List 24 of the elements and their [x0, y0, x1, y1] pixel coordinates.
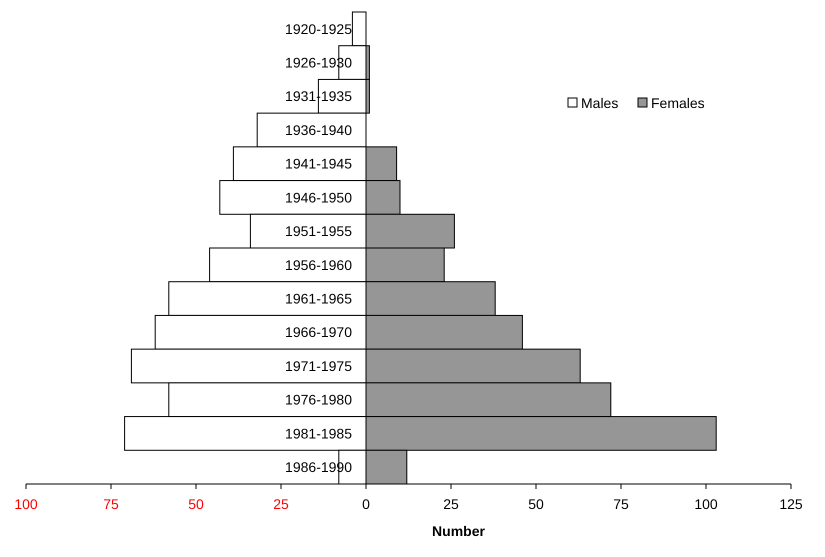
y-tick-label: 1951-1955	[285, 223, 352, 240]
y-tick-label: 1976-1980	[285, 392, 352, 408]
x-tick-label: 75	[613, 496, 629, 512]
x-tick-label: 100	[694, 496, 718, 512]
y-tick-label: 1920-1925	[285, 20, 352, 37]
x-tick-label: 25	[273, 496, 289, 512]
y-tick-label: 1936-1940	[285, 122, 352, 138]
x-tick-label: 125	[779, 496, 803, 512]
y-tick-label: 1971-1975	[285, 358, 352, 374]
x-tick-label: 50	[528, 496, 544, 512]
x-axis-title: Number	[432, 523, 486, 539]
x-tick-label: 75	[103, 496, 119, 512]
y-tick-label: 1946-1950	[285, 189, 352, 206]
x-tick-label: 0	[362, 496, 370, 512]
x-tick-label: 100	[14, 496, 38, 512]
x-tick-label: 25	[443, 496, 459, 512]
x-tick-label: 50	[188, 496, 204, 512]
y-tick-label: 1961-1965	[285, 290, 352, 306]
y-tick-label: 1941-1945	[285, 156, 352, 172]
y-tick-label: 1981-1985	[285, 425, 352, 442]
legend-label: Males	[581, 94, 618, 111]
legend-label: Females	[651, 94, 705, 111]
y-tick-label: 1966-1970	[285, 324, 352, 340]
y-tick-label: 1956-1960	[285, 256, 352, 273]
